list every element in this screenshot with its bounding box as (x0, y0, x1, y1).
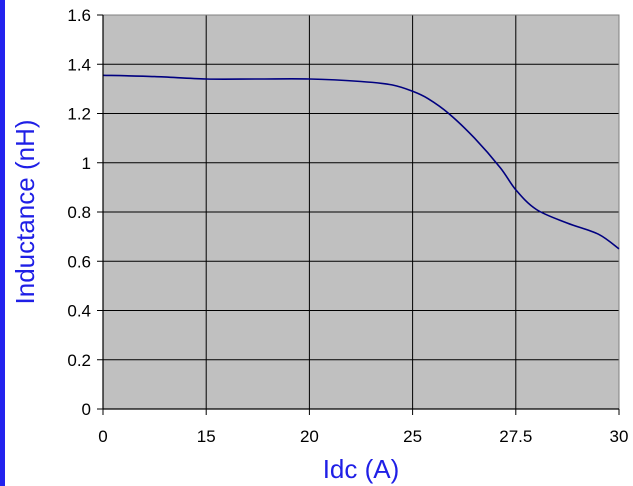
y-tick-label: 0.6 (67, 252, 91, 271)
y-axis-title: Inductance (nH) (10, 120, 40, 305)
x-axis-title: Idc (A) (323, 454, 400, 484)
x-tick-label: 30 (610, 427, 629, 446)
x-tick-label: 15 (197, 427, 216, 446)
y-tick-label: 0.2 (67, 351, 91, 370)
left-edge-strip (0, 0, 5, 486)
x-axis-ticks: 0 15 20 25 27.5 30 (98, 408, 629, 446)
y-tick-label: 1.6 (67, 6, 91, 25)
x-tick-label: 27.5 (499, 427, 532, 446)
x-tick-label: 20 (300, 427, 319, 446)
series-layer (102, 74, 620, 250)
y-tick-label: 0.8 (67, 203, 91, 222)
y-tick-label: 1 (82, 154, 91, 173)
x-tick-label: 0 (98, 427, 107, 446)
y-tick-label: 1.4 (67, 55, 91, 74)
x-tick-label: 25 (403, 427, 422, 446)
y-tick-label: 1.2 (67, 105, 91, 124)
y-tick-label: 0 (82, 400, 91, 419)
y-axis-ticks: 0 0.2 0.4 0.6 0.8 1 1.2 1.4 1.6 (67, 6, 104, 419)
y-tick-label: 0.4 (67, 302, 91, 321)
series-line (102, 74, 620, 250)
